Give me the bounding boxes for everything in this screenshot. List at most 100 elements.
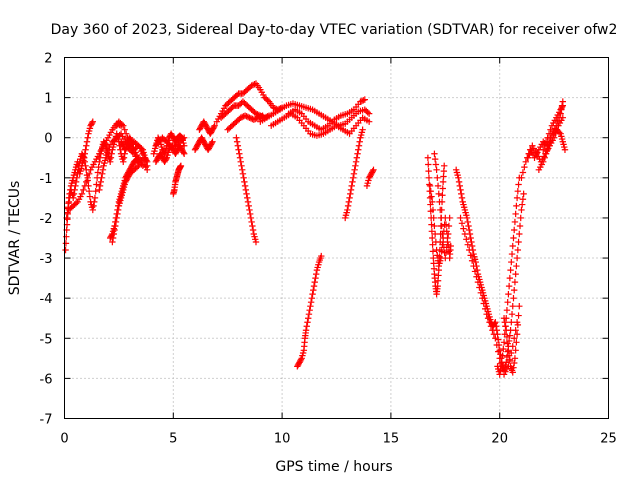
- data-point: [434, 282, 441, 290]
- data-point: [437, 206, 444, 214]
- data-point: [75, 162, 83, 169]
- data-point: [510, 364, 517, 371]
- data-point: [244, 113, 252, 121]
- data-point: [252, 115, 259, 123]
- data-point: [312, 270, 320, 278]
- data-point: [254, 114, 262, 121]
- x-tick-label: 20: [491, 432, 508, 447]
- data-point: [540, 146, 547, 153]
- data-point: [244, 198, 252, 206]
- data-point: [540, 158, 547, 165]
- data-point: [369, 167, 376, 175]
- data-point: [307, 302, 314, 310]
- data-point: [112, 222, 119, 230]
- data-point: [497, 367, 504, 374]
- data-point: [555, 129, 563, 136]
- data-point: [309, 290, 316, 298]
- data-point: [545, 130, 553, 137]
- x-tick-label: 5: [169, 432, 177, 447]
- data-point: [247, 115, 255, 122]
- data-point: [514, 246, 522, 254]
- data-point: [120, 158, 127, 165]
- data-point: [440, 173, 447, 180]
- data-point: [96, 182, 104, 190]
- y-tick-label: -6: [40, 372, 53, 387]
- data-point: [361, 96, 368, 103]
- data-point: [520, 190, 527, 198]
- y-tick-label: -7: [40, 413, 53, 428]
- data-point: [264, 97, 271, 104]
- data-point: [98, 174, 105, 182]
- data-point: [558, 103, 566, 111]
- data-point: [344, 202, 352, 210]
- data-point: [513, 254, 521, 262]
- data-point: [233, 134, 240, 141]
- data-point: [99, 170, 106, 178]
- data-point: [270, 104, 277, 111]
- data-point: [114, 206, 122, 214]
- data-point: [512, 270, 519, 278]
- y-tick-label: 0: [44, 132, 52, 147]
- data-point: [541, 142, 548, 149]
- data-point: [122, 130, 130, 137]
- data-point: [352, 158, 360, 165]
- data-point: [74, 170, 81, 178]
- data-point: [486, 319, 493, 326]
- data-point: [235, 146, 242, 153]
- data-point: [365, 118, 373, 125]
- data-point: [430, 254, 437, 262]
- data-point: [456, 182, 464, 190]
- data-point: [80, 186, 87, 194]
- data-point: [507, 266, 514, 274]
- data-point: [88, 119, 96, 127]
- data-point: [64, 216, 71, 223]
- data-point: [504, 348, 511, 355]
- data-point: [304, 319, 311, 326]
- data-point: [252, 110, 260, 117]
- data-point: [512, 347, 519, 354]
- data-point: [91, 194, 99, 202]
- data-point: [241, 178, 248, 186]
- data-point: [429, 241, 436, 248]
- data-point: [83, 178, 90, 186]
- data-point: [511, 226, 518, 234]
- data-point: [428, 193, 435, 200]
- data-point: [434, 182, 442, 190]
- data-point: [236, 150, 243, 157]
- data-point: [244, 194, 251, 202]
- data-point: [106, 158, 114, 165]
- data-point: [85, 170, 93, 178]
- data-point: [121, 126, 128, 133]
- data-point: [305, 311, 313, 318]
- data-point: [240, 174, 247, 182]
- data-point: [477, 289, 485, 297]
- data-point: [439, 185, 446, 192]
- data-point: [490, 331, 498, 338]
- data-point: [435, 190, 442, 198]
- data-point: [492, 319, 499, 326]
- data-point: [464, 218, 471, 226]
- data-point: [517, 214, 524, 222]
- data-point: [511, 359, 518, 367]
- data-point: [439, 230, 446, 238]
- data-point: [236, 154, 244, 161]
- data-point: [430, 214, 437, 222]
- data-point: [359, 126, 366, 133]
- data-point: [487, 323, 495, 330]
- data-point: [544, 134, 551, 141]
- data-point: [460, 225, 467, 232]
- data-point: [455, 178, 463, 186]
- data-point: [506, 332, 514, 339]
- data-point: [114, 210, 121, 218]
- data-point: [497, 363, 505, 370]
- data-point: [509, 302, 516, 310]
- data-point: [62, 246, 69, 254]
- data-point: [143, 158, 151, 165]
- data-point: [84, 174, 91, 182]
- data-point: [90, 202, 97, 210]
- data-point: [511, 355, 519, 362]
- data-point: [424, 154, 432, 161]
- data-point: [349, 174, 357, 182]
- data-point: [257, 113, 265, 120]
